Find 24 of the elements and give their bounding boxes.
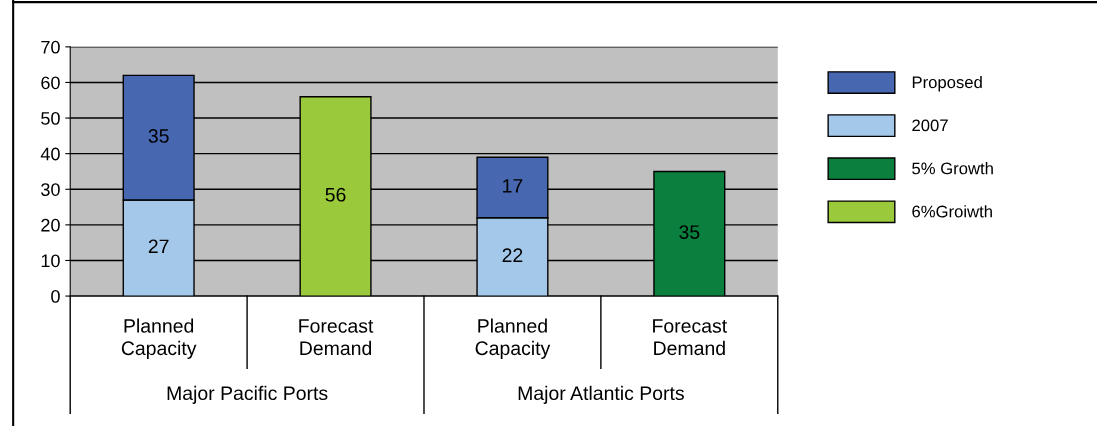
y-tick-label: 10 bbox=[41, 254, 60, 268]
legend-label: Proposed bbox=[912, 75, 982, 92]
y-tick-label: 20 bbox=[41, 218, 60, 232]
y-tick-label: 70 bbox=[41, 40, 60, 54]
data-label: 35 bbox=[679, 225, 700, 239]
text: Major Atlantic Ports bbox=[518, 385, 684, 404]
y-tick-label: 60 bbox=[41, 76, 60, 90]
x-tick-label: Planned Capacity bbox=[475, 318, 551, 359]
data-label: 35 bbox=[148, 129, 169, 143]
x-tick-label: Planned Capacity bbox=[121, 318, 197, 359]
y-tick-label: 50 bbox=[41, 112, 60, 125]
data-label: 56 bbox=[325, 187, 346, 202]
x-tick-label: Forecast Demand bbox=[299, 319, 374, 356]
legend-label: 6%Groiwth bbox=[912, 205, 992, 218]
data-label: 27 bbox=[148, 239, 169, 254]
data-label: 17 bbox=[503, 179, 523, 193]
data-label: 22 bbox=[502, 248, 523, 262]
y-tick-label: 30 bbox=[41, 183, 60, 196]
legend-label: 2007 bbox=[912, 119, 948, 132]
text: Major Pacific Ports bbox=[167, 385, 328, 404]
y-tick-label: 0 bbox=[51, 290, 60, 303]
y-tick-label: 40 bbox=[40, 147, 60, 161]
x-tick-label: Forecast Demand bbox=[653, 319, 728, 356]
legend-label: 5% Growth bbox=[912, 162, 993, 175]
